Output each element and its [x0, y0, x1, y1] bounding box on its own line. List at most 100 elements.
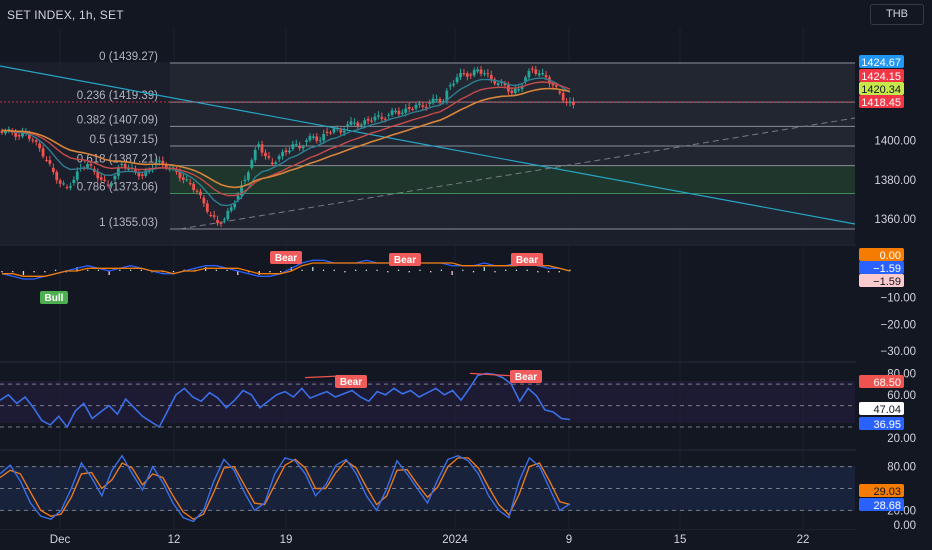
candle-body — [489, 75, 493, 80]
candle-body — [349, 121, 353, 125]
candle-body — [448, 85, 452, 87]
candle-body — [308, 136, 312, 141]
candle-body — [72, 179, 76, 183]
candle-body — [250, 160, 254, 168]
price-tick-label: 1400.00 — [874, 135, 916, 147]
price-tag-text: 1418.45 — [861, 97, 901, 109]
candle-body — [376, 115, 380, 117]
candle-body — [51, 167, 55, 172]
fib-level-label: 1 (1355.03) — [99, 217, 158, 229]
candle-body — [21, 132, 24, 137]
rsi-tick-label: 20.00 — [887, 433, 916, 445]
candle-body — [110, 183, 113, 186]
candle-body — [380, 117, 384, 119]
candle-body — [209, 215, 213, 217]
currency-button[interactable]: THB — [870, 4, 924, 25]
candle-body — [7, 129, 11, 131]
candle-body — [404, 108, 408, 113]
macd-value-tag — [859, 248, 904, 261]
candle-body — [257, 144, 261, 148]
time-axis[interactable]: Dec 12 19 2024 9 15 22 — [0, 530, 932, 550]
candle-body — [486, 73, 490, 75]
candle-body — [31, 139, 35, 141]
candle-body — [541, 72, 545, 74]
price-axis-background — [856, 28, 932, 550]
candle-body — [86, 164, 89, 168]
candle-body — [414, 104, 418, 109]
ema-mid-line — [1, 81, 571, 197]
candle-body — [4, 130, 7, 134]
candle-body — [199, 191, 202, 196]
candle-body — [418, 103, 421, 105]
candle-body — [75, 171, 79, 180]
time-tick-label: 15 — [674, 534, 687, 546]
candle-body — [27, 132, 31, 139]
candle-body — [424, 106, 428, 108]
candle-body — [503, 83, 507, 86]
candle-body — [359, 124, 363, 126]
candle-body — [561, 93, 565, 101]
candle-body — [305, 140, 308, 142]
signal-label: Bull — [45, 293, 64, 304]
candle-body — [356, 122, 360, 126]
candle-body — [459, 72, 462, 78]
candle-body — [127, 167, 131, 170]
candle-body — [38, 143, 42, 149]
candle-body — [373, 116, 377, 121]
macd-tick-label: −30.00 — [881, 346, 917, 358]
time-tick-label: 12 — [168, 534, 181, 546]
candle-body — [45, 159, 48, 161]
candle-body — [465, 73, 469, 77]
candle-body — [445, 90, 449, 101]
candle-body — [551, 82, 555, 86]
price-axis[interactable]: 1400.00 1380.00 1360.00 −10.00 −20.00 −30.00 8… — [856, 28, 932, 550]
stoch-value-tag-text: 28.68 — [873, 500, 901, 512]
candle-body — [472, 70, 476, 76]
candle-body — [240, 185, 243, 196]
candle-body — [216, 219, 219, 224]
candle-body — [243, 179, 247, 181]
candle-body — [202, 197, 206, 204]
candle-body — [428, 102, 432, 104]
ema-ribbon — [1, 77, 571, 207]
candle-body — [106, 184, 110, 186]
candle-body — [229, 207, 233, 211]
candle-body — [291, 144, 295, 150]
candle-body — [17, 135, 21, 137]
macd-pane: Bull Bear Bear Bear — [1, 251, 571, 304]
stoch-tick-label: 0.00 — [894, 520, 916, 532]
candle-body — [346, 124, 349, 127]
candle-body — [339, 130, 343, 133]
price-tick-label: 1380.00 — [874, 175, 916, 187]
candle-body — [294, 143, 298, 145]
rsi-value-tag — [859, 375, 904, 388]
candle-body — [267, 156, 271, 158]
candle-body — [157, 160, 161, 163]
candle-body — [431, 98, 435, 103]
candle-body — [387, 114, 391, 116]
candle-body — [366, 118, 370, 121]
candle-body — [103, 179, 107, 181]
candle-body — [164, 164, 168, 169]
candle-body — [510, 90, 514, 94]
bear-signal-badge — [270, 251, 302, 264]
candle-body — [195, 190, 199, 192]
macd-tick-label: −10.00 — [881, 293, 917, 305]
rsi-value-tag — [859, 402, 904, 415]
macd-value-tag — [859, 274, 904, 287]
candle-body — [441, 100, 445, 102]
symbol-title[interactable]: SET INDEX, 1h, SET — [7, 8, 124, 22]
candle-body — [134, 169, 137, 172]
candle-body — [123, 164, 127, 169]
candle-body — [69, 186, 72, 188]
rsi-tick-label: 60.00 — [887, 390, 916, 402]
candle-body — [236, 195, 240, 200]
candle-body — [513, 88, 517, 94]
time-tick-label: 2024 — [442, 534, 468, 546]
candle-body — [370, 120, 373, 122]
fib-level-label: 0 (1439.27) — [99, 51, 158, 63]
candle-body — [0, 130, 4, 133]
candle-body — [34, 140, 38, 142]
trendlines[interactable] — [0, 65, 856, 230]
